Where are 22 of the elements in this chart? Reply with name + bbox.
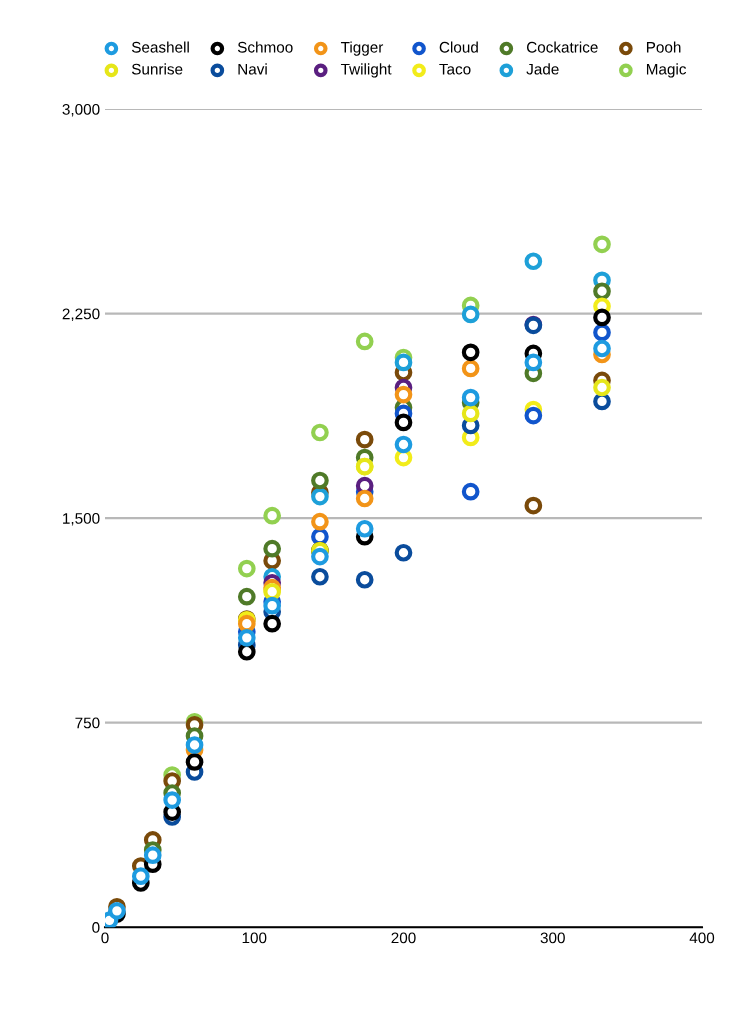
legend-label: Magic — [646, 63, 687, 78]
legend-label: Sunrise — [131, 63, 183, 75]
legend-label: Cloud — [439, 41, 478, 53]
x-tick-label: 400 — [689, 932, 715, 944]
x-tick-label: 0 — [101, 932, 109, 944]
y-tick-label: 0 — [92, 922, 100, 933]
y-tick-label: 3,000 — [62, 103, 100, 117]
y-tick-label: 2,250 — [62, 308, 100, 322]
legend-label: Jade — [526, 63, 559, 75]
legend-label: Twilight — [340, 63, 392, 78]
x-tick-label: 100 — [242, 932, 267, 944]
y-tick-label: 750 — [75, 717, 100, 729]
legend-label: Cockatrice — [526, 41, 598, 53]
legend-label: Pooh — [646, 41, 681, 53]
y-tick-label: 1,500 — [63, 513, 100, 526]
legend-label: Taco — [439, 63, 471, 75]
legend-label: Tigger — [340, 41, 384, 56]
x-tick-label: 200 — [391, 932, 416, 944]
legend-label: Navi — [238, 63, 267, 75]
legend-label: Schmoo — [237, 41, 293, 53]
x-tick-label: 300 — [540, 932, 565, 944]
legend-label: Seashell — [131, 41, 189, 53]
